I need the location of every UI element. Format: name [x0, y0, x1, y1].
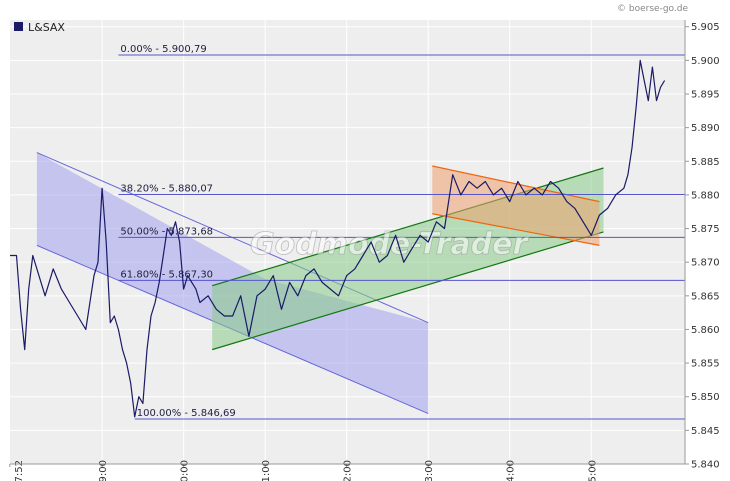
y-tick-label: 5.885 — [691, 157, 720, 168]
x-tick-label: 07:52 — [14, 460, 25, 481]
y-tick-label: 5.860 — [691, 325, 720, 336]
x-tick-label: 15:00 — [587, 460, 598, 481]
y-tick-label: 5.865 — [691, 291, 720, 302]
y-tick-label: 5.870 — [691, 258, 720, 269]
x-tick-label: 11:00 — [261, 460, 272, 481]
x-tick-label: 09:00 — [98, 460, 109, 481]
fib-level-label: 38.20% - 5.880,07 — [120, 183, 213, 194]
y-tick-label: 5.895 — [691, 90, 720, 101]
y-tick-label: 5.845 — [691, 426, 720, 437]
x-tick-label: 10:00 — [180, 460, 191, 481]
fib-level-label: 0.00% - 5.900,79 — [120, 44, 206, 55]
source-label: © boerse-go.de — [617, 4, 688, 14]
green-channel-lower-line — [212, 231, 604, 351]
y-axis-ticks: 5.840 5.845 5.850 5.855 5.860 5.865 5.870 5.875… — [685, 22, 720, 471]
y-tick-label: 5.890 — [691, 123, 720, 134]
fib-level-label: 61.80% - 5.867,30 — [120, 269, 213, 280]
legend-swatch — [14, 22, 23, 31]
y-tick-label: 5.875 — [691, 224, 720, 235]
legend-label: L&SAX — [28, 21, 65, 34]
x-tick-label: 14:00 — [506, 460, 517, 481]
y-tick-label: 5.900 — [691, 56, 720, 67]
y-tick-label: 5.850 — [691, 392, 720, 403]
orange-channel-lower-line — [432, 213, 600, 246]
legend: L&SAX — [14, 21, 65, 34]
price-line — [10, 59, 666, 418]
y-tick-label: 5.880 — [691, 190, 720, 201]
fib-level-label: 100.00% - 5.846,69 — [137, 408, 236, 419]
x-tick-label: 13:00 — [424, 460, 435, 481]
watermark: Godmode-Trader — [250, 227, 529, 262]
green-channel-upper-line — [212, 167, 604, 287]
y-tick-label: 5.905 — [691, 22, 720, 33]
x-tick-label: 12:00 — [343, 460, 354, 481]
orange-channel-upper-line — [432, 165, 600, 203]
y-tick-label: 5.855 — [691, 359, 720, 370]
y-tick-label: 5.840 — [691, 460, 720, 471]
price-series — [10, 59, 666, 418]
